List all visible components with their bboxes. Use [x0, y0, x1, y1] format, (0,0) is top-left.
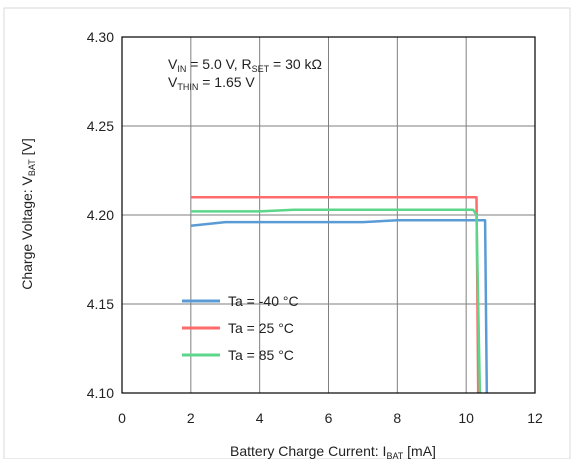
legend-label-0: Ta = -40 °C: [228, 293, 299, 309]
x-tick-label: 4: [256, 410, 264, 426]
y-tick-label: 4.15: [87, 296, 114, 312]
y-tick-label: 4.25: [87, 118, 114, 134]
series-line-1: [190, 195, 480, 394]
series-line-0: [190, 219, 489, 394]
plot-border: [121, 36, 536, 394]
x-axis-ticks: 0 2 4 6 8 10 12: [118, 410, 543, 426]
annotation-line-2: VTHIN = 1.65 V: [168, 74, 255, 92]
legend: Ta = -40 °C Ta = 25 °C Ta = 85 °C: [182, 293, 299, 363]
y-tick-label: 4.20: [87, 207, 114, 223]
annotation-line-1: VIN = 5.0 V, RSET = 30 kΩ: [168, 56, 322, 74]
x-tick-label: 6: [325, 410, 333, 426]
x-tick-label: 8: [393, 410, 401, 426]
legend-label-2: Ta = 85 °C: [228, 347, 294, 363]
y-tick-label: 4.10: [87, 385, 114, 401]
x-tick-label: 2: [187, 410, 195, 426]
series-line-2: [190, 208, 482, 394]
x-axis-title: Battery Charge Current: IBAT [mA]: [230, 443, 436, 459]
series-group: [190, 195, 489, 394]
x-tick-label: 12: [527, 410, 543, 426]
y-tick-label: 4.30: [87, 29, 114, 45]
y-axis-ticks: 4.10 4.15 4.20 4.25 4.30: [87, 29, 114, 401]
legend-label-1: Ta = 25 °C: [228, 320, 294, 336]
y-axis-title: Charge Voltage: VBAT [V]: [19, 138, 37, 290]
x-tick-label: 10: [458, 410, 474, 426]
grid: [122, 37, 535, 393]
x-tick-label: 0: [118, 410, 126, 426]
